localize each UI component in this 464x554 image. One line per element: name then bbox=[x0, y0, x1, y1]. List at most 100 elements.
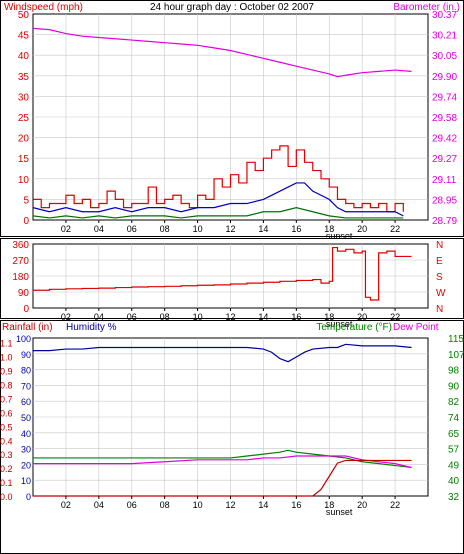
x-tick-label-06: 06 bbox=[127, 500, 137, 510]
rain-humidity-y-ticks: 0.0 0.1 0.2 0.3 0.4 0.5 0.6 0.7 0.8 0.9 1.0 1.1 0 10 2… bbox=[0, 334, 31, 502]
windspeed-tick-45: 45 bbox=[18, 31, 30, 42]
rain-x-ticks: 02 04 06 08 10 12 14 16 18 20 22 sunset bbox=[61, 496, 400, 517]
rain-tick-0.4: 0.4 bbox=[0, 436, 13, 446]
x-tick-label-20: 20 bbox=[357, 224, 367, 234]
x-tick-label-02: 02 bbox=[61, 224, 71, 234]
humidity-tick-30: 30 bbox=[21, 445, 31, 455]
x-tick-label-22: 22 bbox=[390, 500, 400, 510]
windspeed-axis-label: Windspeed (mph) bbox=[4, 2, 83, 13]
x-tick-label-10: 10 bbox=[193, 224, 203, 234]
compass-tick-1: E bbox=[436, 256, 443, 267]
temperature-tick-115: 115 bbox=[448, 334, 464, 345]
barometer-series-line bbox=[32, 27, 412, 78]
temperature-tick-107: 107 bbox=[448, 350, 464, 361]
x-tick-label-02: 02 bbox=[61, 500, 71, 510]
direction-tick-90: 90 bbox=[18, 288, 30, 299]
windspeed-tick-50: 50 bbox=[18, 10, 30, 21]
direction-tick-0: 0 bbox=[23, 304, 29, 315]
humidity-tick-40: 40 bbox=[21, 429, 31, 439]
direction-series-line bbox=[33, 246, 412, 301]
humidity-tick-60: 60 bbox=[21, 397, 31, 407]
humidity-tick-90: 90 bbox=[21, 350, 31, 360]
rain-tick-0.9: 0.9 bbox=[0, 367, 13, 377]
temperature-tick-82: 82 bbox=[448, 397, 460, 408]
x-tick-label-18: 18 bbox=[324, 224, 334, 234]
x-tick-label-10: 10 bbox=[193, 500, 203, 510]
rain-tick-0.2: 0.2 bbox=[0, 464, 13, 474]
x-tick-label-16: 16 bbox=[291, 500, 301, 510]
compass-tick-2: S bbox=[436, 272, 443, 283]
x-tick-label-04: 04 bbox=[94, 312, 104, 322]
rain-tick-0.7: 0.7 bbox=[0, 394, 13, 404]
rain-series-line bbox=[33, 459, 412, 497]
humidity-tick-50: 50 bbox=[21, 413, 31, 423]
rain-panel-frame bbox=[0, 320, 464, 554]
wind-series bbox=[32, 27, 412, 219]
windspeed-tick-10: 10 bbox=[18, 175, 30, 186]
humidity-tick-20: 20 bbox=[21, 460, 31, 470]
x-tick-label-14: 14 bbox=[258, 312, 268, 322]
x-tick-label-20: 20 bbox=[357, 312, 367, 322]
x-tick-label-14: 14 bbox=[258, 500, 268, 510]
temperature-series-line bbox=[33, 449, 412, 469]
sunset-label: sunset bbox=[326, 231, 353, 241]
compass-tick-3: W bbox=[436, 288, 446, 299]
x-tick-label-14: 14 bbox=[258, 224, 268, 234]
barometer-y-ticks: 28.79 28.95 29.11 29.27 29.42 29.58 29.74 29.90… bbox=[432, 10, 457, 227]
humidity-tick-10: 10 bbox=[21, 476, 31, 486]
temperature-y-ticks: 32 40 49 57 65 74 82 90 98 107 115 bbox=[448, 334, 464, 503]
direction-tick-360: 360 bbox=[12, 240, 29, 251]
rain-tick-0.1: 0.1 bbox=[0, 478, 13, 488]
rainfall-axis-label: Rainfall (in) bbox=[2, 322, 53, 333]
temperature-tick-74: 74 bbox=[448, 413, 460, 424]
x-tick-label-16: 16 bbox=[291, 312, 301, 322]
wind-panel-frame bbox=[0, 0, 464, 237]
windspeed-tick-25: 25 bbox=[18, 113, 30, 124]
rain-tick-1.0: 1.0 bbox=[0, 353, 13, 363]
barometer-tick-28.79: 28.79 bbox=[432, 216, 457, 227]
rain-tick-0.0: 0.0 bbox=[0, 492, 13, 502]
x-tick-label-06: 06 bbox=[127, 224, 137, 234]
dewpoint-axis-label: Dew Point bbox=[393, 322, 439, 333]
windspeed-tick-20: 20 bbox=[18, 134, 30, 145]
barometer-tick-29.42: 29.42 bbox=[432, 134, 457, 145]
temperature-tick-40: 40 bbox=[448, 476, 460, 487]
rain-tick-0.5: 0.5 bbox=[0, 422, 13, 432]
x-tick-label-04: 04 bbox=[94, 500, 104, 510]
gust-series-line bbox=[33, 145, 404, 213]
rain-tick-1.1: 1.1 bbox=[0, 339, 13, 349]
page-title: 24 hour graph day : October 02 2007 bbox=[150, 2, 314, 13]
x-tick-label-22: 22 bbox=[390, 312, 400, 322]
windspeed-tick-30: 30 bbox=[18, 92, 30, 103]
barometer-tick-29.90: 29.90 bbox=[432, 72, 457, 83]
temperature-tick-57: 57 bbox=[448, 445, 460, 456]
rain-tick-0.6: 0.6 bbox=[0, 408, 13, 418]
direction-series bbox=[33, 246, 412, 301]
x-tick-label-20: 20 bbox=[357, 500, 367, 510]
humidity-tick-0: 0 bbox=[26, 492, 31, 502]
compass-tick-0: N bbox=[436, 240, 443, 251]
windspeed-tick-5: 5 bbox=[23, 195, 29, 206]
rain-tick-0.3: 0.3 bbox=[0, 450, 13, 460]
windspeed-tick-0: 0 bbox=[23, 216, 29, 227]
rain-tick-0.8: 0.8 bbox=[0, 381, 13, 391]
direction-tick-270: 270 bbox=[12, 256, 29, 267]
direction-tick-180: 180 bbox=[12, 272, 29, 283]
windspeed-tick-35: 35 bbox=[18, 72, 30, 83]
barometer-tick-29.11: 29.11 bbox=[432, 175, 457, 186]
direction-x-ticks: 02 04 06 08 10 12 14 16 18 20 22 sunset bbox=[61, 308, 400, 329]
sunset-label: sunset bbox=[326, 507, 353, 517]
direction-panel-frame bbox=[0, 238, 464, 319]
x-tick-label-22: 22 bbox=[390, 224, 400, 234]
compass-tick-4: N bbox=[436, 304, 443, 315]
x-tick-label-12: 12 bbox=[225, 312, 235, 322]
x-tick-label-08: 08 bbox=[160, 500, 170, 510]
temperature-tick-32: 32 bbox=[448, 492, 460, 503]
humidity-tick-100: 100 bbox=[16, 334, 31, 344]
rain-series bbox=[33, 343, 412, 497]
windspeed-tick-15: 15 bbox=[18, 154, 30, 165]
wind-grid bbox=[33, 14, 428, 220]
wind-x-ticks: 02 04 06 08 10 12 14 16 18 20 22 sunset bbox=[61, 220, 400, 241]
